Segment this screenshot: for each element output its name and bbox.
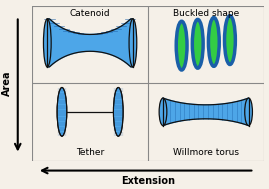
Text: Buckled shape: Buckled shape <box>173 9 239 18</box>
Ellipse shape <box>44 19 51 67</box>
Ellipse shape <box>225 16 235 64</box>
Text: Catenoid: Catenoid <box>70 9 111 18</box>
Text: Extension: Extension <box>121 176 175 186</box>
Ellipse shape <box>208 18 219 66</box>
Polygon shape <box>163 98 249 125</box>
Text: Willmore torus: Willmore torus <box>173 148 239 157</box>
Text: Tether: Tether <box>76 148 104 157</box>
Ellipse shape <box>192 19 203 68</box>
Ellipse shape <box>245 98 252 125</box>
Ellipse shape <box>114 88 123 136</box>
Text: Area: Area <box>2 70 12 96</box>
Ellipse shape <box>57 88 67 136</box>
Ellipse shape <box>159 98 167 125</box>
Ellipse shape <box>129 19 137 67</box>
Polygon shape <box>47 19 133 67</box>
Ellipse shape <box>176 21 187 70</box>
